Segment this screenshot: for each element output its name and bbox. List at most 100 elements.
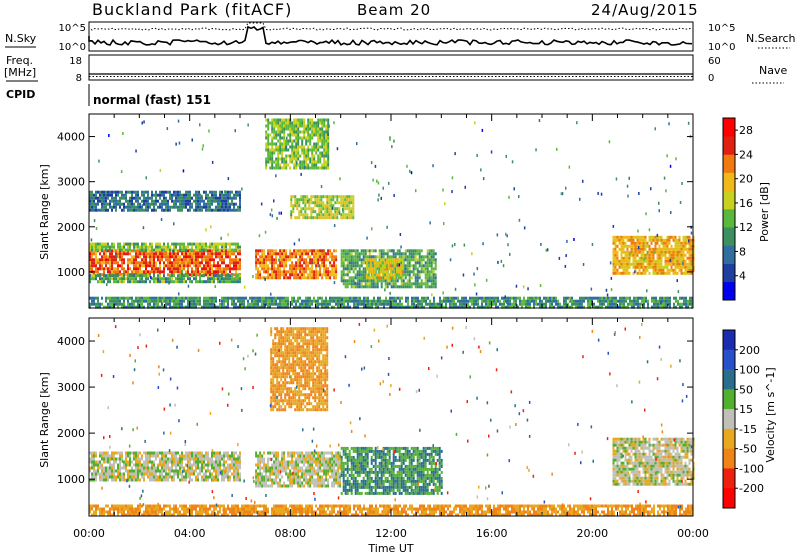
heatmap-cell — [509, 305, 511, 309]
heatmap-cell — [304, 198, 307, 202]
heatmap-cell — [414, 258, 417, 262]
heatmap-cell — [119, 454, 121, 458]
heatmap-cell — [303, 261, 306, 265]
heatmap-cell — [145, 255, 147, 259]
heatmap-cell — [193, 296, 195, 300]
heatmap-cell — [139, 208, 141, 212]
heatmap-cell — [319, 121, 322, 125]
heatmap-cell — [309, 267, 312, 271]
heatmap-cell — [539, 284, 542, 288]
heatmap-cell — [225, 208, 227, 212]
heatmap-cell — [652, 268, 655, 272]
heatmap-cell — [299, 302, 301, 306]
heatmap-cell — [260, 202, 263, 206]
heatmap-cell — [177, 264, 179, 268]
heatmap-cell — [145, 296, 147, 300]
heatmap-cell — [109, 274, 111, 278]
heatmap-cell — [193, 270, 195, 274]
heatmap-cell — [109, 255, 111, 259]
heatmap-cell — [235, 261, 237, 265]
heatmap-cell — [237, 258, 239, 262]
heatmap-cell — [179, 242, 181, 246]
heatmap-cell — [398, 255, 401, 259]
heatmap-cell — [91, 264, 93, 268]
heatmap-cell — [203, 245, 205, 249]
heatmap-cell — [267, 302, 269, 306]
heatmap-cell — [89, 208, 91, 212]
heatmap-cell — [620, 259, 623, 263]
heatmap-cell — [247, 299, 249, 303]
heatmap-cell — [664, 271, 667, 275]
heatmap-cell — [307, 299, 309, 303]
heatmap-cell — [289, 276, 292, 280]
heatmap-cell — [360, 282, 363, 286]
heatmap-cell — [493, 296, 495, 300]
heatmap-cell — [235, 264, 237, 268]
heatmap-cell — [375, 261, 378, 265]
heatmap-cell — [372, 285, 375, 289]
heatmap-cell — [227, 277, 229, 281]
heatmap-cell — [366, 255, 369, 259]
heatmap-cell — [227, 190, 229, 194]
heatmap-cell — [95, 261, 97, 265]
heatmap-cell — [571, 305, 573, 309]
heatmap-cell — [631, 299, 633, 303]
heatmap-cell — [177, 190, 179, 194]
heatmap-cell — [409, 305, 411, 309]
heatmap-cell — [197, 267, 199, 271]
heatmap-cell — [609, 305, 611, 309]
heatmap-cell — [277, 145, 280, 149]
heatmap-cell — [165, 196, 167, 200]
heatmap-cell — [505, 299, 507, 303]
heatmap-cell — [160, 218, 163, 221]
heatmap-cell — [227, 280, 229, 284]
heatmap-cell — [199, 199, 201, 203]
heatmap-cell — [334, 213, 337, 217]
heatmap-cell — [93, 274, 95, 278]
heatmap-cell — [610, 288, 613, 292]
heatmap-cell — [391, 305, 393, 309]
heatmap-cell — [225, 264, 227, 268]
heatmap-cell — [519, 299, 521, 303]
heatmap-cell — [371, 302, 373, 306]
heatmap-cell — [367, 299, 369, 303]
heatmap-cell — [535, 299, 537, 303]
heatmap-cell — [133, 264, 135, 268]
heatmap-cell — [311, 127, 314, 131]
heatmap-cell — [641, 302, 643, 306]
heatmap-cell — [89, 466, 91, 470]
heatmap-cell — [381, 267, 384, 271]
heatmap-cell — [269, 273, 272, 277]
heatmap-cell — [111, 193, 113, 197]
heatmap-cell — [101, 199, 103, 203]
heatmap-cell — [107, 245, 109, 249]
heatmap-cell — [406, 258, 409, 262]
heatmap-cell — [271, 151, 274, 155]
heatmap-cell — [287, 121, 290, 125]
heatmap-cell — [267, 148, 270, 152]
heatmap-cell — [601, 299, 603, 303]
heatmap-cell — [291, 133, 294, 137]
heatmap-cell — [193, 299, 195, 303]
heatmap-cell — [91, 302, 93, 306]
heatmap-cell — [135, 245, 137, 249]
heatmap-cell — [316, 198, 319, 202]
heatmap-cell — [243, 305, 245, 309]
heatmap-cell — [601, 305, 603, 309]
heatmap-cell — [348, 264, 351, 268]
heatmap-cell — [191, 202, 193, 206]
heatmap-cell — [627, 302, 629, 306]
heatmap-cell — [163, 208, 165, 212]
heatmap-cell — [297, 136, 300, 140]
heatmap-cell — [658, 238, 661, 242]
heatmap-cell — [89, 267, 91, 271]
heatmap-cell — [173, 193, 175, 197]
heatmap-cell — [373, 276, 376, 280]
heatmap-cell — [404, 264, 407, 268]
heatmap-cell — [449, 296, 451, 300]
heatmap-cell — [171, 267, 173, 271]
heatmap-cell — [261, 276, 264, 280]
heatmap-cell — [221, 261, 223, 265]
heatmap-cell — [352, 261, 355, 265]
heatmap-cell — [369, 270, 372, 274]
